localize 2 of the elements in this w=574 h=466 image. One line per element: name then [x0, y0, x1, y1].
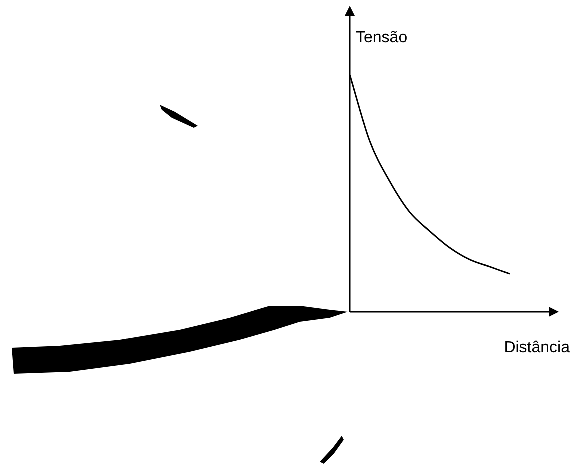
- x-axis-title: Distância: [504, 339, 570, 356]
- y-axis-title: Tensão: [356, 29, 408, 46]
